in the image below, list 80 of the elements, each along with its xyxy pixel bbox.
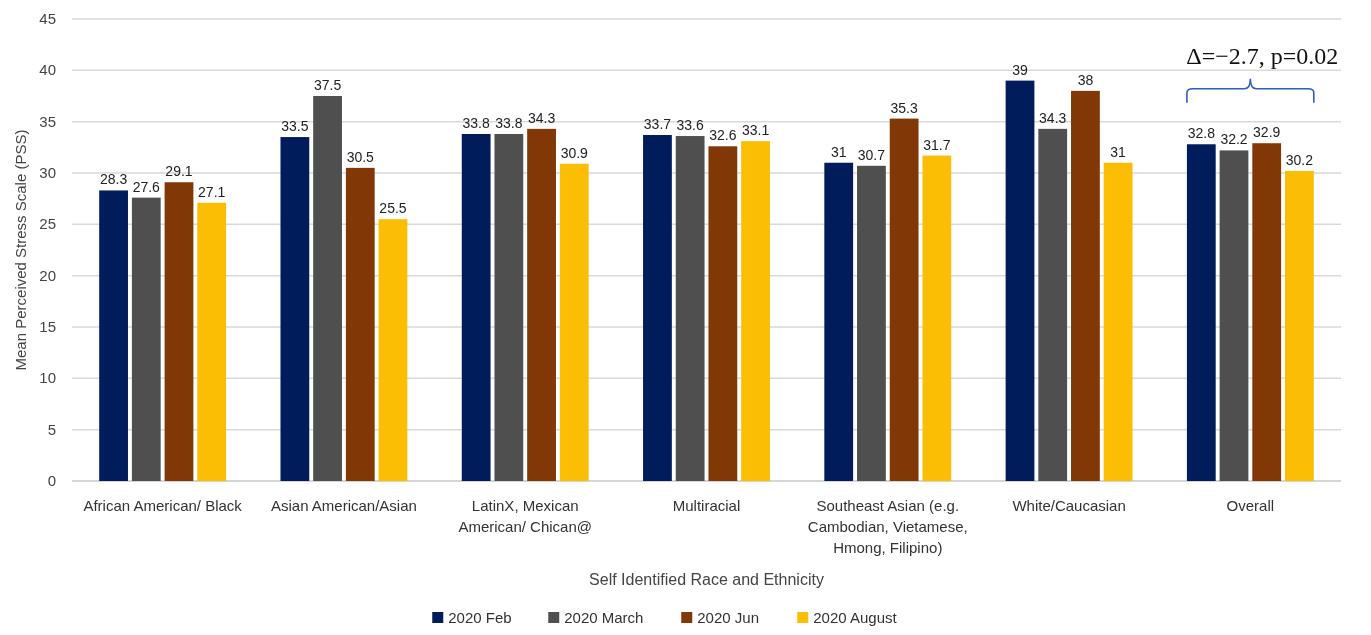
bar <box>313 96 342 481</box>
data-label: 33.8 <box>462 114 490 131</box>
data-label: 34.3 <box>1039 109 1067 126</box>
data-label: 32.6 <box>709 127 737 144</box>
data-label: 30.5 <box>346 148 375 165</box>
y-tick-label: 20 <box>39 266 56 284</box>
data-label: 30.2 <box>1285 151 1314 168</box>
bar <box>1252 143 1282 481</box>
data-label: 38 <box>1077 71 1094 88</box>
bar <box>1005 80 1035 481</box>
data-label: 35.3 <box>890 99 918 116</box>
y-tick-label: 40 <box>39 61 56 79</box>
x-tick-label: Multiracial <box>672 497 741 514</box>
bar <box>378 219 408 481</box>
x-axis-title: Self Identified Race and Ethnicity <box>589 571 824 588</box>
bar <box>675 136 705 481</box>
data-label: 25.5 <box>379 200 407 217</box>
bar <box>922 155 952 481</box>
data-label: 28.3 <box>99 171 128 188</box>
data-label: 32.2 <box>1220 131 1248 148</box>
data-label: 33.8 <box>495 114 523 131</box>
bar <box>1285 170 1314 481</box>
legend-label: 2020 Feb <box>448 609 512 626</box>
y-tick-label: 15 <box>39 318 56 335</box>
bar <box>643 135 672 481</box>
y-tick-label: 5 <box>47 420 56 438</box>
bar <box>1038 128 1068 481</box>
y-tick-label: 45 <box>39 10 56 27</box>
bar <box>1219 150 1249 481</box>
bar <box>494 133 524 481</box>
data-label: 27.6 <box>132 178 161 195</box>
x-tick-label: White/Caucasian <box>1012 497 1126 514</box>
bar <box>164 182 194 481</box>
x-tick-label: Asian American/Asian <box>270 497 417 514</box>
y-tick-label: 30 <box>39 164 56 181</box>
data-label: 30.7 <box>857 146 886 163</box>
data-label: 33.6 <box>676 117 704 134</box>
x-tick-label: Southeast Asian (e.g. Cambodian, Vietamese, Hmong, Filipino) <box>807 497 968 556</box>
bar <box>708 146 738 481</box>
data-label: 29.1 <box>165 163 193 180</box>
data-label: 32.9 <box>1253 124 1281 141</box>
bar <box>1071 90 1100 481</box>
bar <box>824 162 854 481</box>
data-label: 32.8 <box>1187 125 1216 142</box>
legend-label: 2020 August <box>813 609 898 626</box>
bar <box>345 167 375 481</box>
y-tick-label: 10 <box>39 369 56 387</box>
bar <box>889 118 919 481</box>
data-label: 31 <box>1110 143 1127 160</box>
data-label: 30.9 <box>560 144 589 161</box>
data-label: 31.7 <box>923 136 951 153</box>
annotation: Δ=−2.7, p=0.02 <box>1186 42 1339 69</box>
x-tick-label: LatinX, Mexican American/ Chican@ <box>458 497 593 535</box>
y-tick-label: 0 <box>47 472 56 489</box>
bar <box>461 133 491 481</box>
bar <box>131 197 161 481</box>
y-axis-title: Mean Perceived Stress Scale (PSS) <box>12 129 29 371</box>
data-label: 33.5 <box>281 118 309 135</box>
bar <box>741 141 770 481</box>
data-label: 31 <box>830 143 847 160</box>
bar <box>99 190 128 481</box>
data-label: 34.3 <box>527 109 556 126</box>
bar <box>857 165 886 481</box>
data-label: 37.5 <box>313 77 342 93</box>
legend-label: 2020 Jun <box>697 609 759 626</box>
bar <box>527 128 556 481</box>
bar <box>1103 162 1133 481</box>
legend-label: 2020 March <box>564 609 644 626</box>
data-label: 27.1 <box>198 183 226 200</box>
data-label: 33.7 <box>643 116 672 133</box>
bar <box>197 202 227 481</box>
y-tick-label: 35 <box>39 112 56 130</box>
x-tick-label: Overall <box>1226 497 1275 514</box>
data-label: 39 <box>1012 61 1029 78</box>
data-label: 33.1 <box>741 122 770 139</box>
bar <box>280 137 310 481</box>
y-tick-label: 25 <box>39 215 56 233</box>
x-tick-label: African American/ Black <box>83 497 243 514</box>
bar <box>559 163 589 481</box>
bar <box>1186 144 1216 481</box>
